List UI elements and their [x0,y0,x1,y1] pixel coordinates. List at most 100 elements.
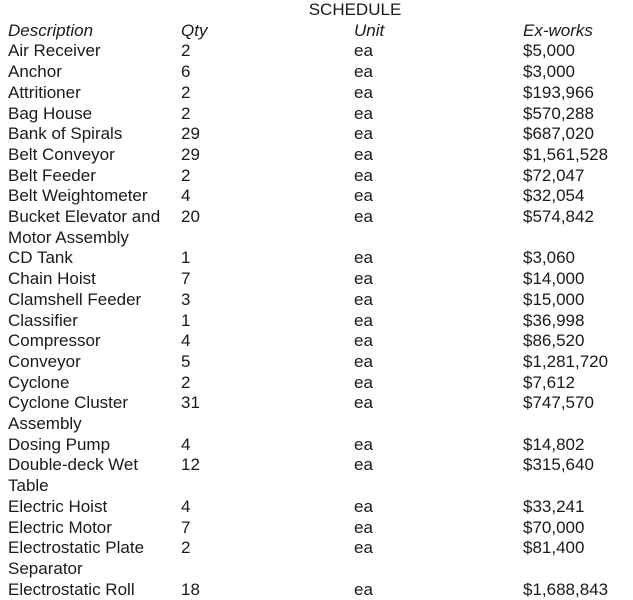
cell-exworks: $14,802 [523,434,585,454]
cell-qty: 31 [181,393,200,413]
cell-exworks: $36,998 [523,310,585,330]
cell-unit: ea [354,248,373,268]
table-body: Air Receiver 2 ea $5,000 Anchor 6 ea $3,000 Attr… [8,41,633,600]
cell-description: Attritioner [8,82,81,102]
cell-unit: ea [354,207,373,227]
table-row: Compressor 4 ea $86,520 [8,331,633,352]
cell-description: Cyclone [8,372,70,392]
cell-unit: ea [354,496,373,516]
cell-qty: 20 [181,207,200,227]
table-row: Cyclone Cluster Assembly 31 ea $747,570 [8,393,633,434]
header-qty: Qty [181,20,208,40]
cell-description: Compressor [8,331,101,351]
cell-description: Electrostatic Plate Separator [8,538,145,578]
cell-description: Anchor [8,62,62,82]
cell-exworks: $72,047 [523,165,585,185]
header-exworks: Ex-works [523,20,593,40]
cell-unit: ea [354,41,373,61]
cell-qty: 29 [181,124,200,144]
table-row: Electric Motor 7 ea $70,000 [8,518,633,539]
table-row: Bank of Spirals 29 ea $687,020 [8,124,633,145]
cell-description: Electrostatic Roll [8,579,135,599]
table-row: Chain Hoist 7 ea $14,000 [8,269,633,290]
schedule-title: SCHEDULE [308,0,402,19]
cell-unit: ea [354,165,373,185]
table-row: Clamshell Feeder 3 ea $15,000 [8,290,633,311]
cell-unit: ea [354,124,373,144]
table-row: Cyclone 2 ea $7,612 [8,373,633,394]
cell-unit: ea [354,351,373,371]
cell-qty: 12 [181,455,200,475]
cell-exworks: $1,688,843 [523,579,609,599]
header-unit: Unit [354,20,385,40]
cell-exworks: $3,000 [523,62,575,82]
cell-unit: ea [354,186,373,206]
cell-exworks: $687,020 [523,124,594,144]
cell-description: Electric Motor [8,517,112,537]
cell-qty: 18 [181,579,200,599]
cell-exworks: $1,281,720 [523,351,609,371]
table-row: Bag House 2 ea $570,288 [8,104,633,125]
cell-exworks: $81,400 [523,538,585,558]
cell-unit: ea [354,455,373,475]
cell-description: Chain Hoist [8,269,96,289]
cell-qty: 3 [181,289,191,309]
cell-exworks: $15,000 [523,289,585,309]
cell-unit: ea [354,310,373,330]
cell-description: Cyclone Cluster Assembly [8,393,128,434]
cell-description: Bag House [8,103,93,123]
cell-description: Dosing Pump [8,434,111,454]
cell-qty: 2 [181,41,191,61]
cell-unit: ea [354,289,373,309]
table-row: Double-deck Wet Table 12 ea $315,640 [8,455,633,496]
cell-unit: ea [354,538,373,558]
cell-exworks: $747,570 [523,393,594,413]
cell-description: Bucket Elevator and Motor Assembly [8,207,161,247]
cell-qty: 2 [181,372,191,392]
cell-unit: ea [354,103,373,123]
table-row: Attritioner 2 ea $193,966 [8,83,633,104]
cell-exworks: $570,288 [523,103,594,123]
cell-description: Clamshell Feeder [8,289,142,309]
table-row: Air Receiver 2 ea $5,000 [8,41,633,62]
cell-exworks: $315,640 [523,455,594,475]
cell-qty: 7 [181,269,191,289]
cell-qty: 1 [181,310,191,330]
cell-qty: 4 [181,434,191,454]
cell-unit: ea [354,434,373,454]
table-row: Belt Conveyor 29 ea $1,561,528 [8,145,633,166]
table-row: Electrostatic Plate Separator 2 ea $81,400 [8,538,633,579]
cell-description: CD Tank [8,248,73,268]
cell-qty: 2 [181,165,191,185]
cell-description: Air Receiver [8,41,101,61]
cell-qty: 6 [181,62,191,82]
cell-exworks: $7,612 [523,372,575,392]
cell-unit: ea [354,517,373,537]
cell-unit: ea [354,62,373,82]
table-row: Anchor 6 ea $3,000 [8,62,633,83]
cell-qty: 2 [181,538,191,558]
cell-exworks: $70,000 [523,517,585,537]
schedule-table: Description Qty Unit Ex-works Air Receiv… [8,21,633,600]
cell-qty: 4 [181,331,191,351]
cell-qty: 2 [181,103,191,123]
header-description: Description [8,20,94,40]
cell-description: Belt Conveyor [8,144,115,164]
cell-exworks: $86,520 [523,331,585,351]
cell-exworks: $193,966 [523,82,594,102]
table-row: Belt Weightometer 4 ea $32,054 [8,186,633,207]
cell-exworks: $5,000 [523,41,575,61]
table-row: Dosing Pump 4 ea $14,802 [8,435,633,456]
cell-description: Belt Weightometer [8,186,148,206]
cell-unit: ea [354,372,373,392]
cell-unit: ea [354,144,373,164]
cell-qty: 7 [181,517,191,537]
table-row: Classifier 1 ea $36,998 [8,311,633,332]
cell-qty: 4 [181,186,191,206]
cell-unit: ea [354,331,373,351]
cell-qty: 5 [181,351,191,371]
cell-unit: ea [354,579,373,599]
cell-exworks: $3,060 [523,248,575,268]
cell-unit: ea [354,82,373,102]
cell-description: Electric Hoist [8,496,108,516]
